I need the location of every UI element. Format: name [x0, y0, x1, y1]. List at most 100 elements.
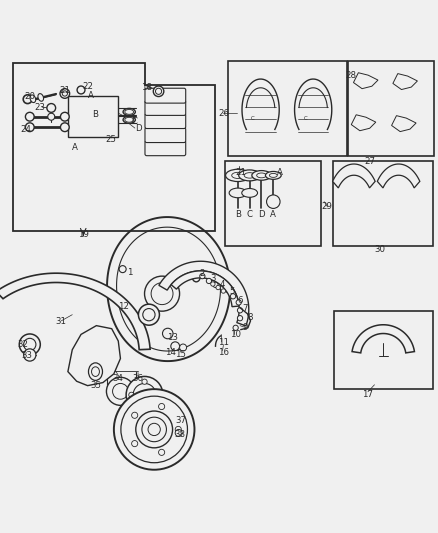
Circle shape [106, 377, 134, 405]
Circle shape [24, 349, 36, 361]
Ellipse shape [239, 170, 261, 181]
Text: 26: 26 [218, 109, 229, 118]
Ellipse shape [265, 172, 281, 179]
Text: 31: 31 [55, 317, 66, 326]
Ellipse shape [242, 189, 258, 197]
Text: 2: 2 [200, 269, 205, 278]
Text: 27: 27 [364, 157, 376, 166]
Text: 24: 24 [20, 125, 31, 134]
Circle shape [237, 308, 243, 313]
Circle shape [132, 441, 138, 447]
Circle shape [114, 389, 194, 470]
Circle shape [171, 342, 180, 351]
Polygon shape [68, 326, 120, 386]
Polygon shape [107, 217, 230, 361]
Circle shape [60, 112, 69, 121]
Circle shape [216, 285, 220, 290]
Ellipse shape [30, 95, 35, 102]
Polygon shape [393, 74, 417, 90]
Text: C: C [304, 116, 307, 121]
Circle shape [136, 411, 173, 448]
Text: B: B [235, 211, 241, 219]
FancyBboxPatch shape [145, 128, 186, 142]
Text: 5: 5 [230, 287, 235, 295]
Circle shape [142, 405, 147, 410]
Text: 21: 21 [59, 86, 71, 95]
Text: A: A [88, 91, 94, 100]
Text: 16: 16 [218, 348, 229, 357]
Ellipse shape [123, 108, 135, 115]
Text: A: A [270, 211, 276, 219]
Circle shape [48, 113, 55, 120]
Text: 23: 23 [35, 103, 46, 112]
Text: 37: 37 [175, 416, 186, 425]
Text: 29: 29 [321, 203, 332, 212]
Text: 9: 9 [243, 324, 248, 332]
FancyBboxPatch shape [145, 141, 186, 156]
Circle shape [200, 273, 205, 279]
Text: 21: 21 [235, 168, 247, 177]
Polygon shape [332, 164, 375, 188]
Polygon shape [0, 273, 150, 350]
Text: 34: 34 [113, 374, 124, 383]
Text: 32: 32 [17, 340, 28, 349]
Circle shape [162, 328, 173, 339]
Text: 30: 30 [374, 245, 386, 254]
Circle shape [19, 334, 40, 355]
Circle shape [236, 300, 241, 305]
FancyBboxPatch shape [145, 101, 186, 115]
Text: 12: 12 [118, 302, 129, 311]
Text: 3: 3 [211, 274, 216, 283]
Circle shape [267, 195, 280, 208]
Text: 11: 11 [218, 338, 229, 347]
Circle shape [159, 403, 165, 409]
Circle shape [138, 304, 159, 325]
Circle shape [25, 123, 34, 132]
Ellipse shape [229, 188, 247, 198]
Circle shape [237, 316, 243, 321]
Ellipse shape [123, 116, 135, 123]
Bar [225, 160, 321, 246]
Text: A: A [72, 143, 78, 152]
Text: 15: 15 [175, 350, 186, 359]
Text: 6: 6 [237, 296, 243, 305]
Text: 20: 20 [24, 92, 35, 101]
Text: 10: 10 [230, 330, 241, 340]
Bar [334, 311, 433, 389]
Polygon shape [117, 227, 220, 351]
Text: 19: 19 [78, 230, 88, 239]
Circle shape [119, 265, 126, 273]
Text: 33: 33 [21, 351, 33, 360]
Circle shape [132, 412, 138, 418]
Text: D: D [135, 125, 142, 133]
Text: D: D [258, 211, 265, 219]
Text: 17: 17 [361, 390, 373, 399]
Text: C: C [247, 211, 253, 219]
Circle shape [175, 430, 182, 437]
Circle shape [153, 86, 164, 96]
Text: B: B [92, 110, 99, 118]
Text: A: A [277, 168, 283, 177]
Text: 4: 4 [220, 280, 225, 289]
Circle shape [233, 325, 238, 330]
Circle shape [129, 392, 134, 398]
Polygon shape [171, 271, 239, 306]
Polygon shape [377, 164, 420, 188]
Circle shape [60, 123, 69, 132]
Circle shape [142, 379, 147, 384]
Ellipse shape [226, 169, 250, 182]
Bar [333, 160, 433, 246]
Text: 14: 14 [165, 348, 177, 357]
Ellipse shape [38, 94, 43, 101]
Circle shape [126, 376, 163, 413]
Text: 13: 13 [167, 333, 178, 342]
Circle shape [25, 112, 34, 121]
Circle shape [148, 423, 160, 435]
Circle shape [221, 289, 226, 293]
Text: C: C [251, 116, 254, 121]
Text: 28: 28 [345, 71, 356, 80]
Circle shape [211, 282, 215, 286]
Circle shape [77, 86, 85, 94]
Text: 35: 35 [90, 381, 101, 390]
Circle shape [60, 88, 70, 98]
